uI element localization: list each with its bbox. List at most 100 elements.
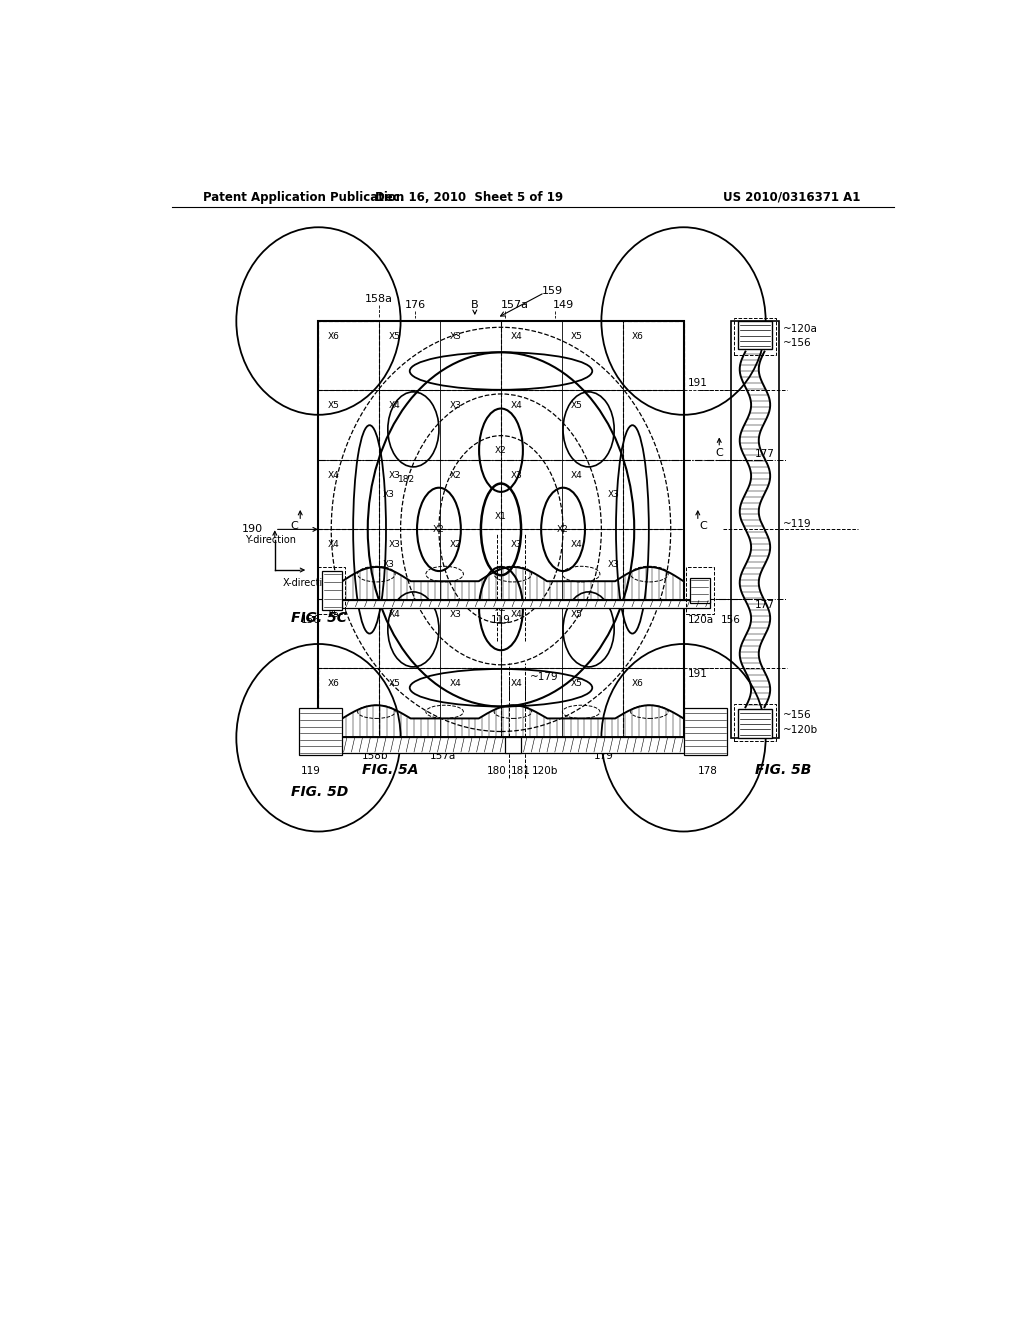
Bar [318, 568, 345, 614]
Text: 191: 191 [348, 744, 368, 755]
Text: X6: X6 [328, 678, 340, 688]
Bar [327, 737, 699, 752]
Text: X4: X4 [328, 471, 340, 479]
Text: X5: X5 [328, 401, 340, 411]
Text: Patent Application Publication: Patent Application Publication [204, 190, 404, 203]
Text: X5: X5 [328, 610, 340, 619]
Bar [379, 391, 623, 668]
Text: X5: X5 [571, 678, 583, 688]
Text: X3: X3 [383, 490, 394, 499]
Text: X4: X4 [510, 401, 522, 411]
Text: 180: 180 [487, 767, 507, 776]
Text: 120b: 120b [531, 767, 558, 776]
Text: 149: 149 [553, 300, 573, 310]
Text: 176: 176 [404, 300, 426, 310]
Text: 177: 177 [755, 449, 775, 459]
Text: X6: X6 [632, 678, 644, 688]
Text: ~120b: ~120b [782, 725, 818, 735]
Text: D: D [330, 744, 339, 755]
Text: X2: X2 [496, 446, 507, 454]
Text: ~120a: ~120a [782, 325, 817, 334]
Bar [623, 668, 684, 738]
Text: 191: 191 [687, 379, 708, 388]
Text: FIG. 5B: FIG. 5B [755, 763, 811, 777]
Text: X2: X2 [557, 525, 569, 533]
Text: D: D [682, 744, 690, 755]
Text: X2: X2 [450, 540, 461, 549]
Text: X4: X4 [450, 678, 461, 688]
Text: X5: X5 [571, 331, 583, 341]
Text: ~156: ~156 [782, 710, 811, 721]
Bar [738, 321, 772, 350]
Text: X4: X4 [510, 678, 522, 688]
Text: X3: X3 [510, 540, 522, 549]
Text: X6: X6 [632, 331, 644, 341]
Text: B: B [479, 744, 486, 755]
Text: X3: X3 [388, 540, 400, 549]
Text: 178: 178 [697, 767, 717, 776]
Bar [505, 737, 521, 752]
Text: 156: 156 [721, 615, 741, 624]
Text: X4: X4 [328, 540, 340, 549]
Text: Dec. 16, 2010  Sheet 5 of 19: Dec. 16, 2010 Sheet 5 of 19 [375, 190, 563, 203]
Text: 158a: 158a [365, 293, 393, 304]
Bar [684, 709, 727, 755]
Text: C: C [291, 521, 299, 532]
Bar [323, 572, 342, 610]
Text: 190: 190 [242, 524, 263, 535]
Text: X4: X4 [571, 471, 583, 479]
Text: 159: 159 [542, 285, 563, 296]
Text: ~119: ~119 [782, 519, 811, 529]
Text: X5: X5 [388, 331, 400, 341]
Text: X4: X4 [510, 331, 522, 341]
Bar [738, 709, 772, 738]
Bar [299, 709, 342, 755]
Bar [623, 321, 684, 391]
Text: X3: X3 [388, 471, 400, 479]
Bar [342, 599, 710, 607]
Bar [686, 568, 714, 614]
Text: FIG. 5C: FIG. 5C [291, 611, 346, 624]
Text: ~179: ~179 [530, 672, 559, 681]
Text: X-direction: X-direction [283, 578, 335, 589]
Text: X2: X2 [450, 471, 461, 479]
Text: 120a: 120a [688, 615, 714, 624]
Bar [734, 318, 775, 355]
Bar [318, 321, 379, 391]
Text: X4: X4 [571, 540, 583, 549]
Bar [318, 668, 379, 738]
Text: FIG. 5A: FIG. 5A [362, 763, 419, 777]
Text: X3: X3 [450, 331, 461, 341]
Text: 119: 119 [492, 615, 511, 624]
Text: X4: X4 [389, 401, 400, 411]
Text: X3: X3 [450, 401, 461, 411]
Bar [690, 578, 710, 602]
Text: 157a: 157a [501, 300, 529, 310]
Text: X5: X5 [571, 401, 583, 411]
Text: ~156: ~156 [782, 338, 811, 348]
Text: 182: 182 [397, 475, 415, 484]
Text: X5: X5 [388, 678, 400, 688]
Text: Y-direction: Y-direction [246, 535, 297, 545]
Text: US 2010/0316371 A1: US 2010/0316371 A1 [723, 190, 860, 203]
Bar [731, 321, 779, 738]
Text: 177: 177 [755, 599, 775, 610]
Text: C: C [716, 447, 723, 458]
Text: X3: X3 [607, 490, 620, 499]
Text: X3: X3 [383, 560, 394, 569]
Text: 156: 156 [301, 615, 321, 624]
Text: X3: X3 [607, 560, 620, 569]
Text: X2: X2 [433, 525, 444, 533]
Text: X2: X2 [496, 605, 507, 612]
Bar [734, 704, 775, 741]
Text: X3: X3 [510, 471, 522, 479]
Text: X1: X1 [495, 512, 507, 521]
Text: 181: 181 [511, 767, 530, 776]
Text: X3: X3 [450, 610, 461, 619]
Text: 119: 119 [301, 767, 321, 776]
Text: X5: X5 [571, 610, 583, 619]
Text: FIG. 5D: FIG. 5D [291, 784, 348, 799]
Text: C: C [699, 521, 708, 532]
Text: 158b: 158b [362, 751, 389, 762]
Text: B: B [471, 300, 478, 310]
